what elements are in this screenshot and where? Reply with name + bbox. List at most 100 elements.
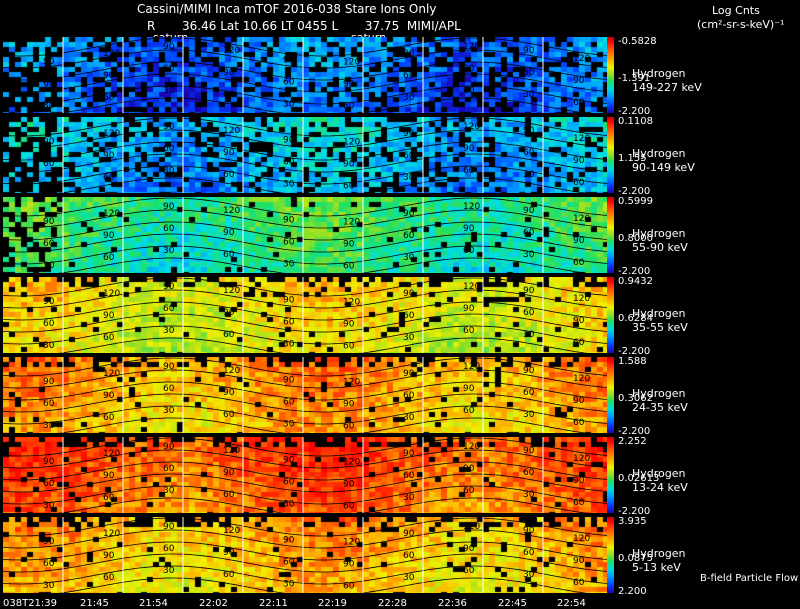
colorbar-min: -2.200 [618,186,651,197]
contour-label: 90 [283,135,295,145]
contour-label: 30 [43,261,55,271]
contour-label: 30 [403,333,415,343]
contour-label: 30 [403,493,415,503]
contour-label: 90 [223,388,235,398]
contour-label: 60 [343,261,355,271]
contour-label: 60 [463,566,475,576]
contour-label: 60 [43,319,55,329]
contour-line [3,73,607,93]
contour-label: 120 [103,369,120,379]
contour-label: 30 [523,90,535,100]
contour-label: 120 [463,122,480,132]
colorbar [607,437,614,513]
contour-line [3,209,607,229]
contour-label: 90 [163,42,175,52]
contour-label: 120 [573,214,590,224]
contour-label: 60 [343,421,355,431]
contour-label: 30 [163,486,175,496]
time-tick-label: 22:02 [199,598,228,609]
contour-label: 60 [523,388,535,398]
contour-label: 90 [573,556,585,566]
contour-label: 90 [103,151,115,161]
contour-label: 90 [523,446,535,456]
contour-line [3,129,607,149]
contour-label: 60 [283,317,295,327]
time-tick-label: 21:54 [139,598,168,609]
contour-label: 30 [163,86,175,96]
time-tick-label: 22:54 [557,598,586,609]
contour-label: 90 [43,377,55,387]
contour-line [3,449,607,469]
time-tick-label: 22:11 [259,598,288,609]
contour-label: 120 [343,377,360,387]
contour-label: 30 [43,181,55,191]
colorbar [607,517,614,593]
spectrogram-panel: 90 60 30 120 90 60 90 60 30 120 90 60 90 60 30 120 90 60 9… [3,37,607,113]
spectrogram-panel: 90 60 30 120 90 60 90 60 30 120 90 60 90 60 30 120 90 60 9… [3,277,607,353]
contour-line [3,49,607,69]
contour-label: 90 [463,224,475,234]
panel-species: Hydrogen [632,467,686,480]
spectrogram-panel: 90 60 30 120 90 60 90 60 30 120 90 60 90 60 30 120 90 60 9… [3,357,607,433]
contour-label: 60 [523,228,535,238]
contour-label: 120 [343,57,360,67]
contour-label: 120 [573,294,590,304]
contour-label: 120 [463,522,480,532]
contour-label: 90 [523,46,535,56]
chart-subtitle: R 36.46 Lat 10.66 LT 0455 L 37.75 MIMI/A… [147,19,461,33]
contour-line [3,405,607,425]
contour-label: 90 [523,206,535,216]
contour-label: 30 [523,330,535,340]
contour-label: 30 [523,250,535,260]
contour-label: 60 [163,464,175,474]
contour-line [3,517,607,537]
contour-label: 60 [283,397,295,407]
colorbar-mid: 0.02613 [618,473,660,484]
contour-label: 60 [43,479,55,489]
contour-label: 60 [343,581,355,591]
contour-label: 60 [163,224,175,234]
contour-line [58,417,588,433]
contour-label: 90 [223,148,235,158]
contour-line [3,153,607,173]
contour-label: 60 [573,498,585,508]
colorbar [607,197,614,273]
contour-label: 90 [103,391,115,401]
contour-line [3,197,607,217]
chart-title: Cassini/MIMI Inca mTOF 2016-038 Stare Io… [137,2,437,16]
contour-label: 30 [283,419,295,429]
contour-label: 90 [283,55,295,65]
panel-energy: 13-24 keV [632,481,688,494]
contour-line [58,577,588,593]
contour-label: 90 [463,384,475,394]
contour-label: 90 [573,396,585,406]
contour-label: 90 [163,362,175,372]
contour-overlay: 90 60 30 120 90 60 90 60 30 120 90 60 90 60 30 120 90 60 9… [3,277,607,353]
panel-energy: 24-35 keV [632,401,688,414]
contour-overlay: 90 60 30 120 90 60 90 60 30 120 90 60 90 60 30 120 90 60 9… [3,437,607,513]
contour-label: 60 [43,239,55,249]
contour-label: 60 [223,250,235,260]
contour-label: 30 [403,173,415,183]
contour-label: 60 [283,477,295,487]
contour-label: 60 [223,330,235,340]
contour-label: 60 [573,578,585,588]
contour-label: 60 [43,159,55,169]
contour-label: 60 [103,173,115,183]
contour-label: 60 [223,490,235,500]
contour-label: 90 [283,455,295,465]
contour-label: 30 [163,566,175,576]
contour-label: 60 [103,493,115,503]
contour-label: 60 [163,144,175,154]
contour-line [3,85,607,105]
contour-label: 90 [403,129,415,139]
time-tick-label: 22:19 [318,598,347,609]
contour-line [3,437,607,457]
contour-label: 90 [403,529,415,539]
contour-label: 90 [223,468,235,478]
contour-label: 30 [163,246,175,256]
contour-label: 120 [223,126,240,136]
contour-label: 90 [103,311,115,321]
colorbar-mid: -1.391 [618,73,651,84]
contour-label: 30 [163,406,175,416]
